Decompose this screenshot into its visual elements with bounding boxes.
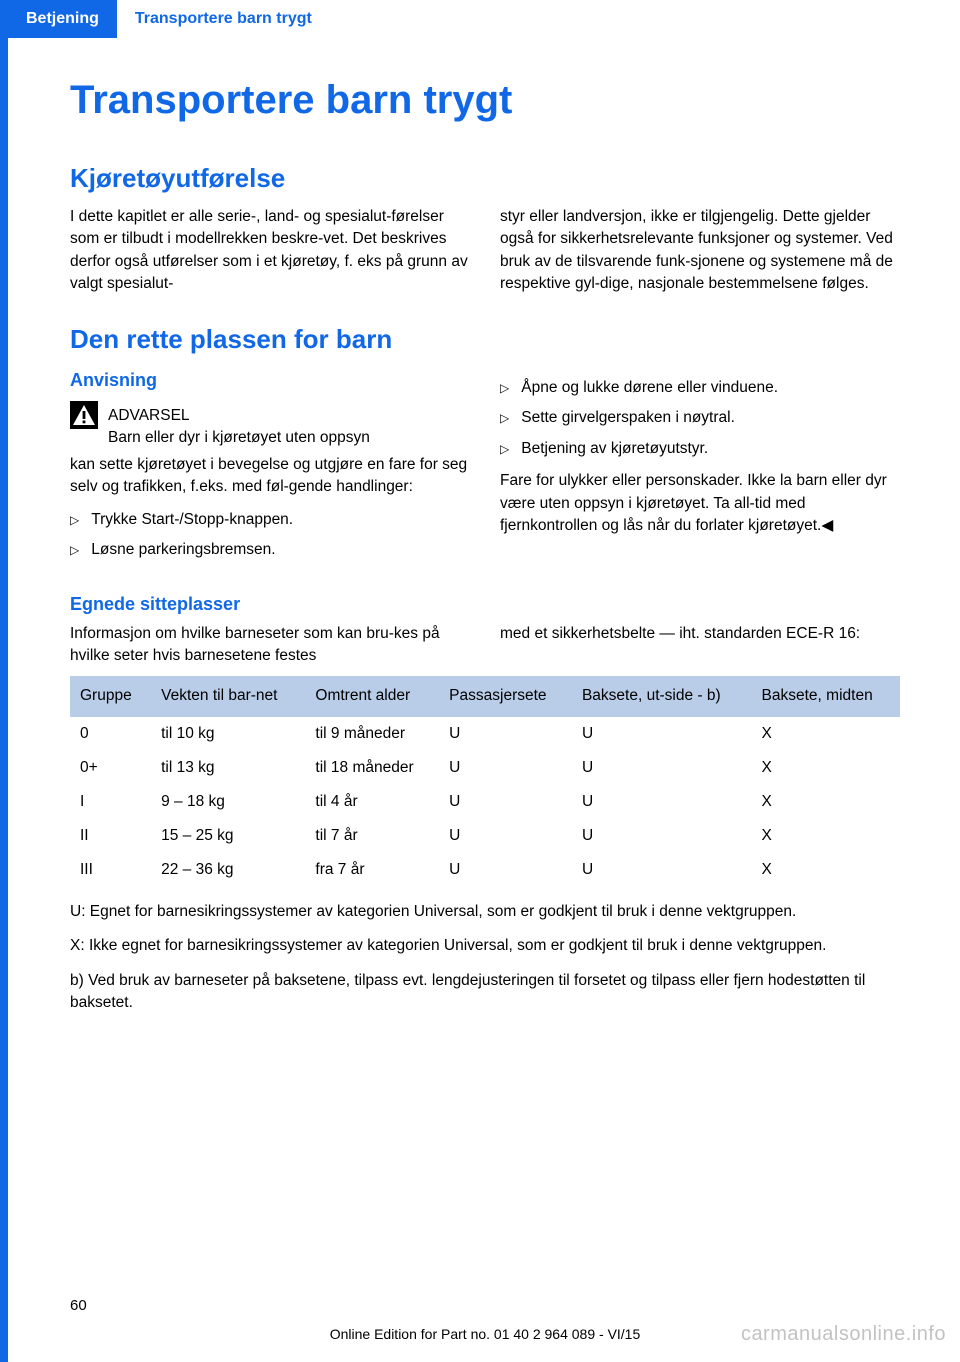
table-header: Vekten til bar‐net xyxy=(151,676,305,717)
list-item-label: Løsne parkeringsbremsen. xyxy=(91,539,275,561)
vehicle-two-column: I dette kapitlet er alle serie-, land- o… xyxy=(70,206,900,296)
anvisning-right: ▷ Åpne og lukke dørene eller vinduene. ▷ S… xyxy=(500,367,900,566)
vehicle-section-title: Kjøretøyutførelse xyxy=(70,163,900,194)
egnede-title: Egnede sitteplasser xyxy=(70,594,900,615)
table-cell: til 13 kg xyxy=(151,751,305,785)
table-notes: U: Egnet for barnesikringssystemer av ka… xyxy=(70,901,900,1015)
table-row: III 22 – 36 kg fra 7 år U U X xyxy=(70,853,900,887)
table-cell: III xyxy=(70,853,151,887)
table-header: Omtrent alder xyxy=(305,676,439,717)
anvisning-right-para: Fare for ulykker eller personskader. Ikk… xyxy=(500,470,900,537)
table-cell: 15 – 25 kg xyxy=(151,819,305,853)
page: Betjening Transportere barn trygt Transp… xyxy=(0,0,960,1362)
table-header: Gruppe xyxy=(70,676,151,717)
list-item: ▷ Løsne parkeringsbremsen. xyxy=(70,535,470,565)
table-cell: til 10 kg xyxy=(151,717,305,751)
right-place-section: Den rette plassen for barn Anvisning ADV… xyxy=(70,324,900,1015)
list-item: ▷ Sette girvelgerspaken i nøytral. xyxy=(500,403,900,433)
header-breadcrumb: Transportere barn trygt xyxy=(117,0,330,38)
table-note: X: Ikke egnet for barnesikringssystemer … xyxy=(70,935,900,957)
table-cell: U xyxy=(572,819,752,853)
list-item: ▷ Åpne og lukke dørene eller vinduene. xyxy=(500,373,900,403)
warning-row: ADVARSEL Barn eller dyr i kjøretøyet ute… xyxy=(70,401,470,450)
warning-title-text: ADVARSEL Barn eller dyr i kjøretøyet ute… xyxy=(108,401,370,450)
table-cell: X xyxy=(752,853,900,887)
egnede-col1: Informasjon om hvilke barneseter som kan… xyxy=(70,623,470,668)
vehicle-col1: I dette kapitlet er alle serie-, land- o… xyxy=(70,206,470,296)
table-cell: U xyxy=(439,819,572,853)
egnede-col2: med et sikkerhetsbelte — iht. standarden… xyxy=(500,623,900,668)
table-header-row: Gruppe Vekten til bar‐net Omtrent alder … xyxy=(70,676,900,717)
table-row: II 15 – 25 kg til 7 år U U X xyxy=(70,819,900,853)
table-body: 0 til 10 kg til 9 måneder U U X 0+ til 1… xyxy=(70,717,900,887)
table-cell: X xyxy=(752,717,900,751)
header-bar: Betjening Transportere barn trygt xyxy=(8,0,960,38)
right-bullet-list: ▷ Åpne og lukke dørene eller vinduene. ▷ S… xyxy=(500,373,900,464)
table-cell: II xyxy=(70,819,151,853)
table-cell: til 18 måneder xyxy=(305,751,439,785)
anvisning-title: Anvisning xyxy=(70,367,470,393)
list-item: ▷ Trykke Start-/Stopp-knappen. xyxy=(70,505,470,535)
warning-triangle-icon xyxy=(70,401,98,429)
table-header: Passasjersete xyxy=(439,676,572,717)
table-cell: til 9 måneder xyxy=(305,717,439,751)
table-cell: U xyxy=(572,717,752,751)
table-cell: X xyxy=(752,785,900,819)
page-title: Transportere barn trygt xyxy=(70,78,900,123)
table-row: 0 til 10 kg til 9 måneder U U X xyxy=(70,717,900,751)
table-cell: til 7 år xyxy=(305,819,439,853)
warning-label: ADVARSEL xyxy=(108,401,370,427)
bullet-icon: ▷ xyxy=(70,509,79,529)
list-item-label: Betjening av kjøretøyutstyr. xyxy=(521,438,708,460)
header-section-label: Betjening xyxy=(8,0,117,38)
table-cell: U xyxy=(439,853,572,887)
table-cell: U xyxy=(572,785,752,819)
table-cell: til 4 år xyxy=(305,785,439,819)
table-cell: U xyxy=(572,853,752,887)
vehicle-col2: styr eller landversjon, ikke er tilgjeng… xyxy=(500,206,900,296)
table-cell: 9 – 18 kg xyxy=(151,785,305,819)
table-cell: 22 – 36 kg xyxy=(151,853,305,887)
egnede-two-column: Informasjon om hvilke barneseter som kan… xyxy=(70,623,900,668)
bullet-icon: ▷ xyxy=(70,539,79,559)
table-note: U: Egnet for barnesikringssystemer av ka… xyxy=(70,901,900,923)
bullet-icon: ▷ xyxy=(500,438,509,458)
table-note: b) Ved bruk av barneseter på baksetene, … xyxy=(70,970,900,1015)
table-cell: 0+ xyxy=(70,751,151,785)
table-cell: U xyxy=(439,717,572,751)
list-item: ▷ Betjening av kjøretøyutstyr. xyxy=(500,434,900,464)
warning-body: kan sette kjøretøyet i bevegelse og utgj… xyxy=(70,454,470,499)
left-bullet-list: ▷ Trykke Start-/Stopp-knappen. ▷ Løsne par… xyxy=(70,505,470,566)
bullet-icon: ▷ xyxy=(500,407,509,427)
anvisning-left: Anvisning ADVARSEL Barn eller dyr i kjør… xyxy=(70,367,470,566)
warning-intro: Barn eller dyr i kjøretøyet uten oppsyn xyxy=(108,427,370,449)
left-accent-bar xyxy=(0,0,8,1362)
table-cell: U xyxy=(439,785,572,819)
list-item-label: Åpne og lukke dørene eller vinduene. xyxy=(521,377,778,399)
table-cell: fra 7 år xyxy=(305,853,439,887)
table-header: Baksete, midten xyxy=(752,676,900,717)
table-cell: I xyxy=(70,785,151,819)
table-header: Baksete, ut‐side - b) xyxy=(572,676,752,717)
table-cell: 0 xyxy=(70,717,151,751)
anvisning-two-column: Anvisning ADVARSEL Barn eller dyr i kjør… xyxy=(70,367,900,566)
table-cell: X xyxy=(752,751,900,785)
table-row: I 9 – 18 kg til 4 år U U X xyxy=(70,785,900,819)
list-item-label: Sette girvelgerspaken i nøytral. xyxy=(521,407,735,429)
watermark: carmanualsonline.info xyxy=(741,1323,946,1346)
list-item-label: Trykke Start-/Stopp-knappen. xyxy=(91,509,293,531)
table-cell: U xyxy=(572,751,752,785)
page-number: 60 xyxy=(70,1297,900,1314)
vehicle-section: Kjøretøyutførelse I dette kapitlet er al… xyxy=(70,163,900,296)
content-area: Transportere barn trygt Kjøretøyutførels… xyxy=(0,38,960,1015)
bullet-icon: ▷ xyxy=(500,377,509,397)
table-row: 0+ til 13 kg til 18 måneder U U X xyxy=(70,751,900,785)
table-cell: X xyxy=(752,819,900,853)
right-place-title: Den rette plassen for barn xyxy=(70,324,900,355)
seat-suitability-table: Gruppe Vekten til bar‐net Omtrent alder … xyxy=(70,676,900,887)
table-cell: U xyxy=(439,751,572,785)
